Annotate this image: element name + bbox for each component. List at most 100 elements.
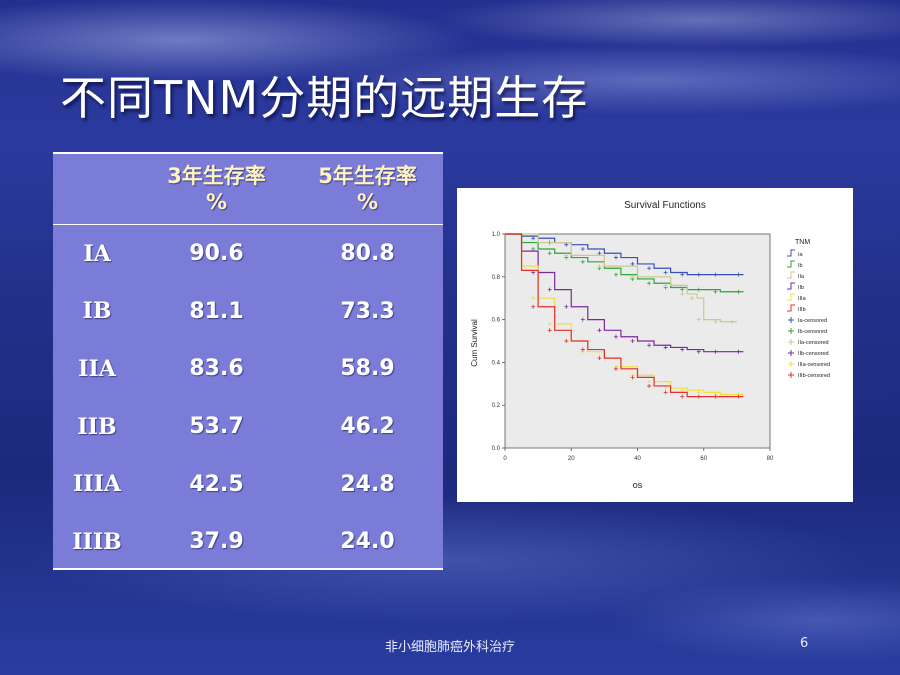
censored-mark-iib [647, 343, 652, 348]
censored-mark-iiib [680, 394, 685, 399]
header-5yr: 5年生存率 % [292, 154, 443, 225]
censored-mark-iib [580, 317, 585, 322]
censored-mark-iiib [597, 356, 602, 361]
censored-mark-ib [580, 259, 585, 264]
censored-mark-iiib [696, 394, 701, 399]
x-axis-label: os [633, 480, 643, 490]
censored-mark-iia [564, 253, 569, 258]
censored-mark-iib [713, 349, 718, 354]
x-tick-label: 60 [700, 456, 707, 462]
censored-mark-iib [613, 334, 618, 339]
legend-entry: IIIa-censored [798, 362, 830, 368]
rate-5yr-cell: 80.8 [340, 241, 395, 267]
legend-entry: Ib [798, 263, 803, 269]
censored-mark-iiib [713, 394, 718, 399]
rate-3yr-cell: 81.1 [189, 298, 244, 324]
censored-mark-ib [647, 281, 652, 286]
legend-entry: Ib-censored [798, 329, 827, 335]
header-3yr-line1: 3年生存率 [167, 164, 266, 188]
censored-mark-iiib [663, 390, 668, 395]
rate-3yr-cell: 37.9 [189, 529, 244, 555]
survival-line-iiib [505, 233, 744, 398]
censored-mark-ib [713, 289, 718, 294]
censored-mark-iiib [736, 394, 741, 399]
legend-entry: IIIb-censored [798, 373, 830, 379]
rate-3yr-cell: 83.6 [189, 356, 244, 382]
x-tick-label: 40 [634, 456, 641, 462]
legend-swatch [787, 271, 795, 279]
legend-entry: IIIb [798, 307, 806, 313]
legend-title: TNM [795, 239, 810, 246]
censored-mark-iia [680, 291, 685, 296]
table-row: IB 81.1 73.3 [53, 283, 443, 341]
censored-mark-iiib [580, 347, 585, 352]
censored-mark-iia [597, 264, 602, 269]
censored-mark-ia [736, 272, 741, 277]
survival-line-iia [505, 233, 737, 323]
header-5yr-line2: % [356, 190, 379, 214]
page-number: 6 [800, 636, 809, 651]
table-header-row: 3年生存率 % 5年生存率 % [53, 154, 443, 225]
rate-5yr-cell: 24.8 [340, 471, 395, 497]
censored-mark-iia [630, 274, 635, 279]
header-3yr-line2: % [205, 190, 228, 214]
legend-swatch [788, 350, 794, 356]
legend-swatch [788, 317, 794, 323]
censored-mark-ia [680, 272, 685, 277]
censored-mark-ia [564, 242, 569, 247]
censored-mark-iiia [547, 321, 552, 326]
x-tick-label: 80 [767, 456, 774, 462]
censored-mark-iiia [647, 379, 652, 384]
censored-mark-ib [696, 287, 701, 292]
chart-title: Survival Functions [624, 200, 706, 211]
stage-cell: IA [83, 240, 111, 267]
legend-swatch [787, 260, 795, 268]
censored-mark-ib [547, 251, 552, 256]
legend-swatch [788, 372, 794, 378]
table-row: IIIA 42.5 24.8 [53, 455, 443, 513]
legend-entry: IIb-censored [798, 351, 829, 357]
censored-mark-iiib [630, 375, 635, 380]
rate-3yr-cell: 42.5 [189, 471, 244, 497]
survival-rate-table: 3年生存率 % 5年生存率 % IA 90.6 80.8 IB 81.1 73.… [53, 152, 443, 570]
legend-swatch [787, 249, 795, 257]
censored-mark-ia [580, 246, 585, 251]
y-tick-label: 1.0 [492, 232, 501, 238]
legend-swatch [787, 282, 795, 290]
stage-cell: IIIA [73, 471, 121, 498]
rate-5yr-cell: 24.0 [340, 529, 395, 555]
stage-cell: IIIB [72, 528, 122, 555]
y-tick-label: 0.6 [492, 318, 501, 324]
censored-mark-ib [680, 287, 685, 292]
censored-mark-iiia [696, 390, 701, 395]
stage-cell: IIB [77, 413, 117, 440]
censored-mark-iib [680, 347, 685, 352]
censored-mark-iia [729, 319, 734, 324]
censored-mark-iia [696, 317, 701, 322]
stage-cell: IIA [78, 355, 116, 382]
legend-entry: IIa [798, 274, 805, 280]
censored-mark-iib [564, 304, 569, 309]
censored-mark-iiib [547, 328, 552, 333]
censored-mark-ia [630, 261, 635, 266]
censored-mark-iia [663, 283, 668, 288]
rate-5yr-cell: 46.2 [340, 414, 395, 440]
header-5yr-line1: 5年生存率 [318, 164, 417, 188]
rate-3yr-cell: 90.6 [189, 241, 244, 267]
x-tick-label: 20 [568, 456, 575, 462]
censored-mark-ia [613, 255, 618, 260]
table-row: IA 90.6 80.8 [53, 225, 443, 283]
table-row: IIA 83.6 58.9 [53, 340, 443, 398]
survival-chart: Survival Functions os Cum Survival 0 20 40 60 8… [457, 188, 853, 502]
y-tick-label: 0.0 [492, 446, 501, 452]
censored-mark-iib [531, 270, 536, 275]
censored-mark-ia [647, 266, 652, 271]
censored-mark-ia [696, 272, 701, 277]
legend-entry: IIIa [798, 296, 807, 302]
table-row: IIB 53.7 46.2 [53, 398, 443, 456]
censored-mark-ia [663, 270, 668, 275]
legend-swatch [788, 328, 794, 334]
y-axis-label: Cum Survival [470, 319, 479, 367]
survival-line-ia [505, 233, 744, 276]
legend-swatch [788, 339, 794, 345]
